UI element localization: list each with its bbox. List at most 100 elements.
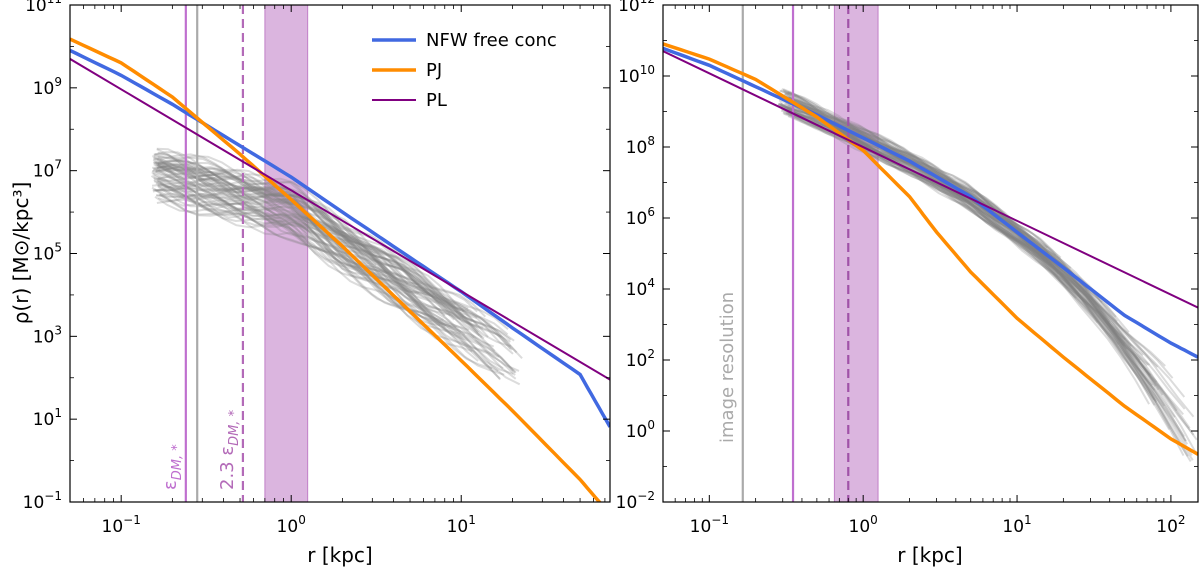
- y-tick-exp: 0: [647, 418, 655, 432]
- y-tick-label: 108: [626, 134, 655, 158]
- y-tick-exp: 12: [640, 0, 655, 6]
- left-x-axis-label: r [kpc]: [307, 543, 372, 567]
- y-tick-exp: 11: [47, 0, 62, 6]
- simulated-profile: [151, 181, 516, 374]
- simulated-profile: [152, 153, 487, 318]
- simulated-profile: [158, 176, 479, 334]
- simulated-profile: [157, 163, 512, 341]
- x-tick-base: 10: [1156, 517, 1178, 537]
- simulated-profile: [778, 102, 1189, 457]
- simulated-profile: [780, 89, 1178, 412]
- y-tick-label: 103: [33, 323, 62, 347]
- simulated-profile: [783, 90, 1048, 249]
- x-tick-label: 102: [1156, 513, 1185, 537]
- y-tick-base: 10: [626, 422, 648, 442]
- y-tick-exp: 3: [54, 323, 62, 337]
- left-model-curves: [70, 37, 610, 502]
- simulated-profile: [782, 88, 1062, 259]
- simulated-profile: [152, 172, 457, 329]
- simulated-profile: [787, 90, 1117, 318]
- x-tick-exp: 2: [1178, 513, 1186, 527]
- simulated-profile: [788, 107, 1158, 383]
- simulated-profile: [159, 193, 505, 376]
- left-panel: εDM, * 2.3 εDM, * 10−1 100 10110−1101103105…: [9, 0, 611, 567]
- simulated-profile: [151, 170, 444, 321]
- x-tick-label: 100: [277, 513, 306, 537]
- simulated-profile: [786, 109, 1186, 410]
- y-tick-label: 105: [33, 241, 62, 265]
- x-tick-exp: 1: [1024, 513, 1032, 527]
- x-tick-label: 10−1: [102, 513, 141, 537]
- simulated-profile: [153, 159, 518, 354]
- simulated-profile: [777, 103, 1144, 356]
- right-axes-frame: [662, 4, 1199, 503]
- simulated-profile: [155, 159, 512, 350]
- simulated-profile: [156, 148, 469, 312]
- simulated-profile: [157, 184, 499, 373]
- y-tick-base: 10: [626, 138, 648, 158]
- y-tick-base: 10: [618, 67, 640, 87]
- y-tick-base: 10: [626, 209, 648, 229]
- simulated-profile: [152, 156, 478, 313]
- simulated-profile: [154, 156, 514, 355]
- series-pj-line: [70, 37, 602, 502]
- x-tick-label: 101: [447, 513, 476, 537]
- y-tick-exp: 1: [54, 406, 62, 420]
- y-tick-label: 100: [626, 418, 655, 442]
- y-tick-label: 101: [33, 406, 62, 430]
- simulated-profile: [154, 160, 515, 342]
- simulated-profile: [785, 109, 1126, 341]
- right-model-curves: [663, 42, 1198, 456]
- left-vline-labels: εDM, * 2.3 εDM, *: [160, 409, 242, 490]
- softening-band: [833, 5, 879, 502]
- simulated-profile: [778, 103, 1099, 324]
- simulated-profile: [153, 165, 485, 340]
- simulated-profile: [779, 101, 1164, 396]
- simulated-profile: [781, 104, 1085, 303]
- vline-label-text: image resolution: [717, 292, 738, 443]
- vline-label-sub: DM, *: [227, 409, 242, 445]
- y-tick-base: 10: [25, 0, 47, 16]
- y-tick-label: 10−2: [616, 489, 655, 513]
- y-tick-exp: 6: [647, 205, 655, 219]
- simulated-profile: [153, 177, 504, 370]
- y-tick-base: 10: [33, 162, 55, 182]
- y-tick-base: 10: [626, 280, 648, 300]
- simulated-profile: [156, 158, 469, 310]
- simulated-profile: [780, 109, 1077, 299]
- simulated-profile: [152, 185, 392, 293]
- right-panel: image resolution 10−1 100 101 10210−2100102…: [616, 0, 1199, 567]
- series-pj-line: [663, 42, 1198, 456]
- y-tick-base: 10: [33, 327, 55, 347]
- simulated-profile: [778, 92, 1130, 333]
- simulated-profile: [155, 153, 473, 323]
- vline-label: image resolution: [717, 292, 738, 443]
- y-tick-exp: −2: [637, 489, 655, 503]
- y-tick-base: 10: [626, 351, 648, 371]
- simulated-profile: [156, 164, 495, 348]
- x-tick-exp: −1: [711, 513, 729, 527]
- simulated-profile: [155, 193, 516, 376]
- x-tick-base: 10: [690, 517, 712, 537]
- y-tick-exp: 8: [647, 134, 655, 148]
- right-vertical-lines: [741, 5, 850, 502]
- series-nfw-line: [663, 46, 1198, 359]
- simulated-profile: [779, 95, 1049, 254]
- right-plot-area: [663, 5, 1198, 502]
- simulated-profile: [779, 89, 1103, 304]
- y-tick-exp: 4: [647, 276, 655, 290]
- x-tick-base: 10: [849, 517, 871, 537]
- simulated-profile: [153, 163, 511, 343]
- softening-band: [264, 5, 309, 502]
- simulated-profile: [786, 92, 1057, 257]
- simulated-profile: [156, 187, 514, 372]
- simulated-profile: [152, 174, 461, 321]
- simulated-profile: [782, 89, 1072, 269]
- x-tick-base: 10: [1002, 517, 1024, 537]
- simulated-profile: [157, 175, 447, 327]
- simulated-profile: [157, 151, 435, 295]
- simulated-profile: [784, 92, 1066, 267]
- simulated-profile: [152, 187, 517, 374]
- y-tick-label: 106: [626, 205, 655, 229]
